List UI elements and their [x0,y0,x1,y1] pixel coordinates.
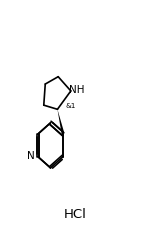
Polygon shape [57,109,64,135]
Text: NH: NH [69,85,84,95]
Text: &1: &1 [65,103,76,109]
Text: HCl: HCl [64,208,86,221]
Text: N: N [27,151,35,161]
